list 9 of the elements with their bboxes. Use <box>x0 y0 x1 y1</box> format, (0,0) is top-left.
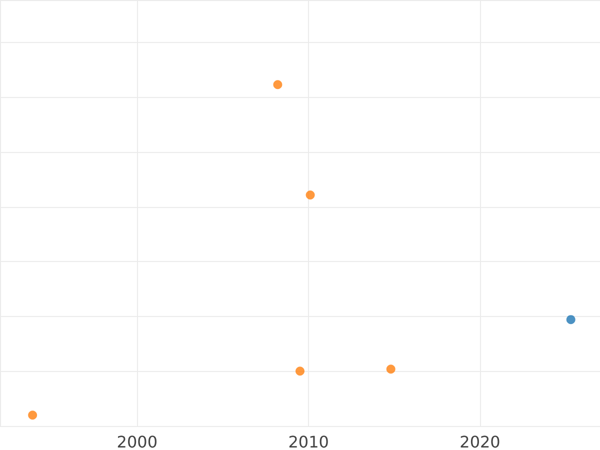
x-tick-label: 2000 <box>116 432 158 450</box>
point <box>306 190 315 200</box>
point <box>28 410 38 420</box>
point <box>296 366 304 376</box>
point <box>273 80 282 90</box>
x-tick-label: 2010 <box>288 432 329 450</box>
x-tick-label: 2020 <box>460 432 500 450</box>
point <box>566 315 576 324</box>
point <box>386 364 396 374</box>
